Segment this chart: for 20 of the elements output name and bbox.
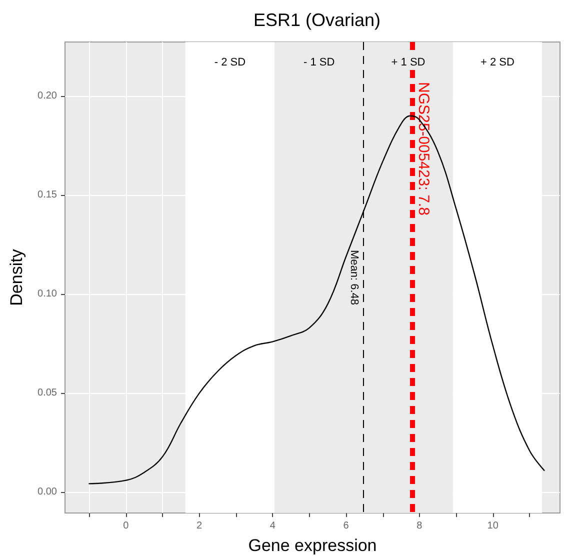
x-tick-label: 6 [343,520,350,532]
band-label: - 1 SD [304,56,335,68]
x-tick-label: 2 [196,520,203,532]
ref-line-label: NGS25-005423: 7.8 [415,82,432,216]
y-tick-label: 0.00 [38,486,58,498]
y-tick-label: 0.20 [38,90,58,102]
ref-line-label: Mean: 6.48 [348,250,360,306]
y-axis-title: Density [7,248,26,306]
band-label: + 2 SD [480,56,514,68]
x-tick-label: 4 [270,520,276,532]
chart-title: ESR1 (Ovarian) [253,10,381,30]
y-tick-label: 0.10 [38,288,58,300]
x-tick-label: 10 [487,520,499,532]
x-tick-label: 0 [123,520,130,532]
x-tick-label: 8 [416,520,423,532]
y-tick-label: 0.05 [38,388,58,399]
x-axis-title: Gene expression [248,536,377,555]
band-label: - 2 SD [214,56,246,68]
y-tick-label: 0.15 [38,190,58,201]
band-label: + 1 SD [391,56,426,68]
